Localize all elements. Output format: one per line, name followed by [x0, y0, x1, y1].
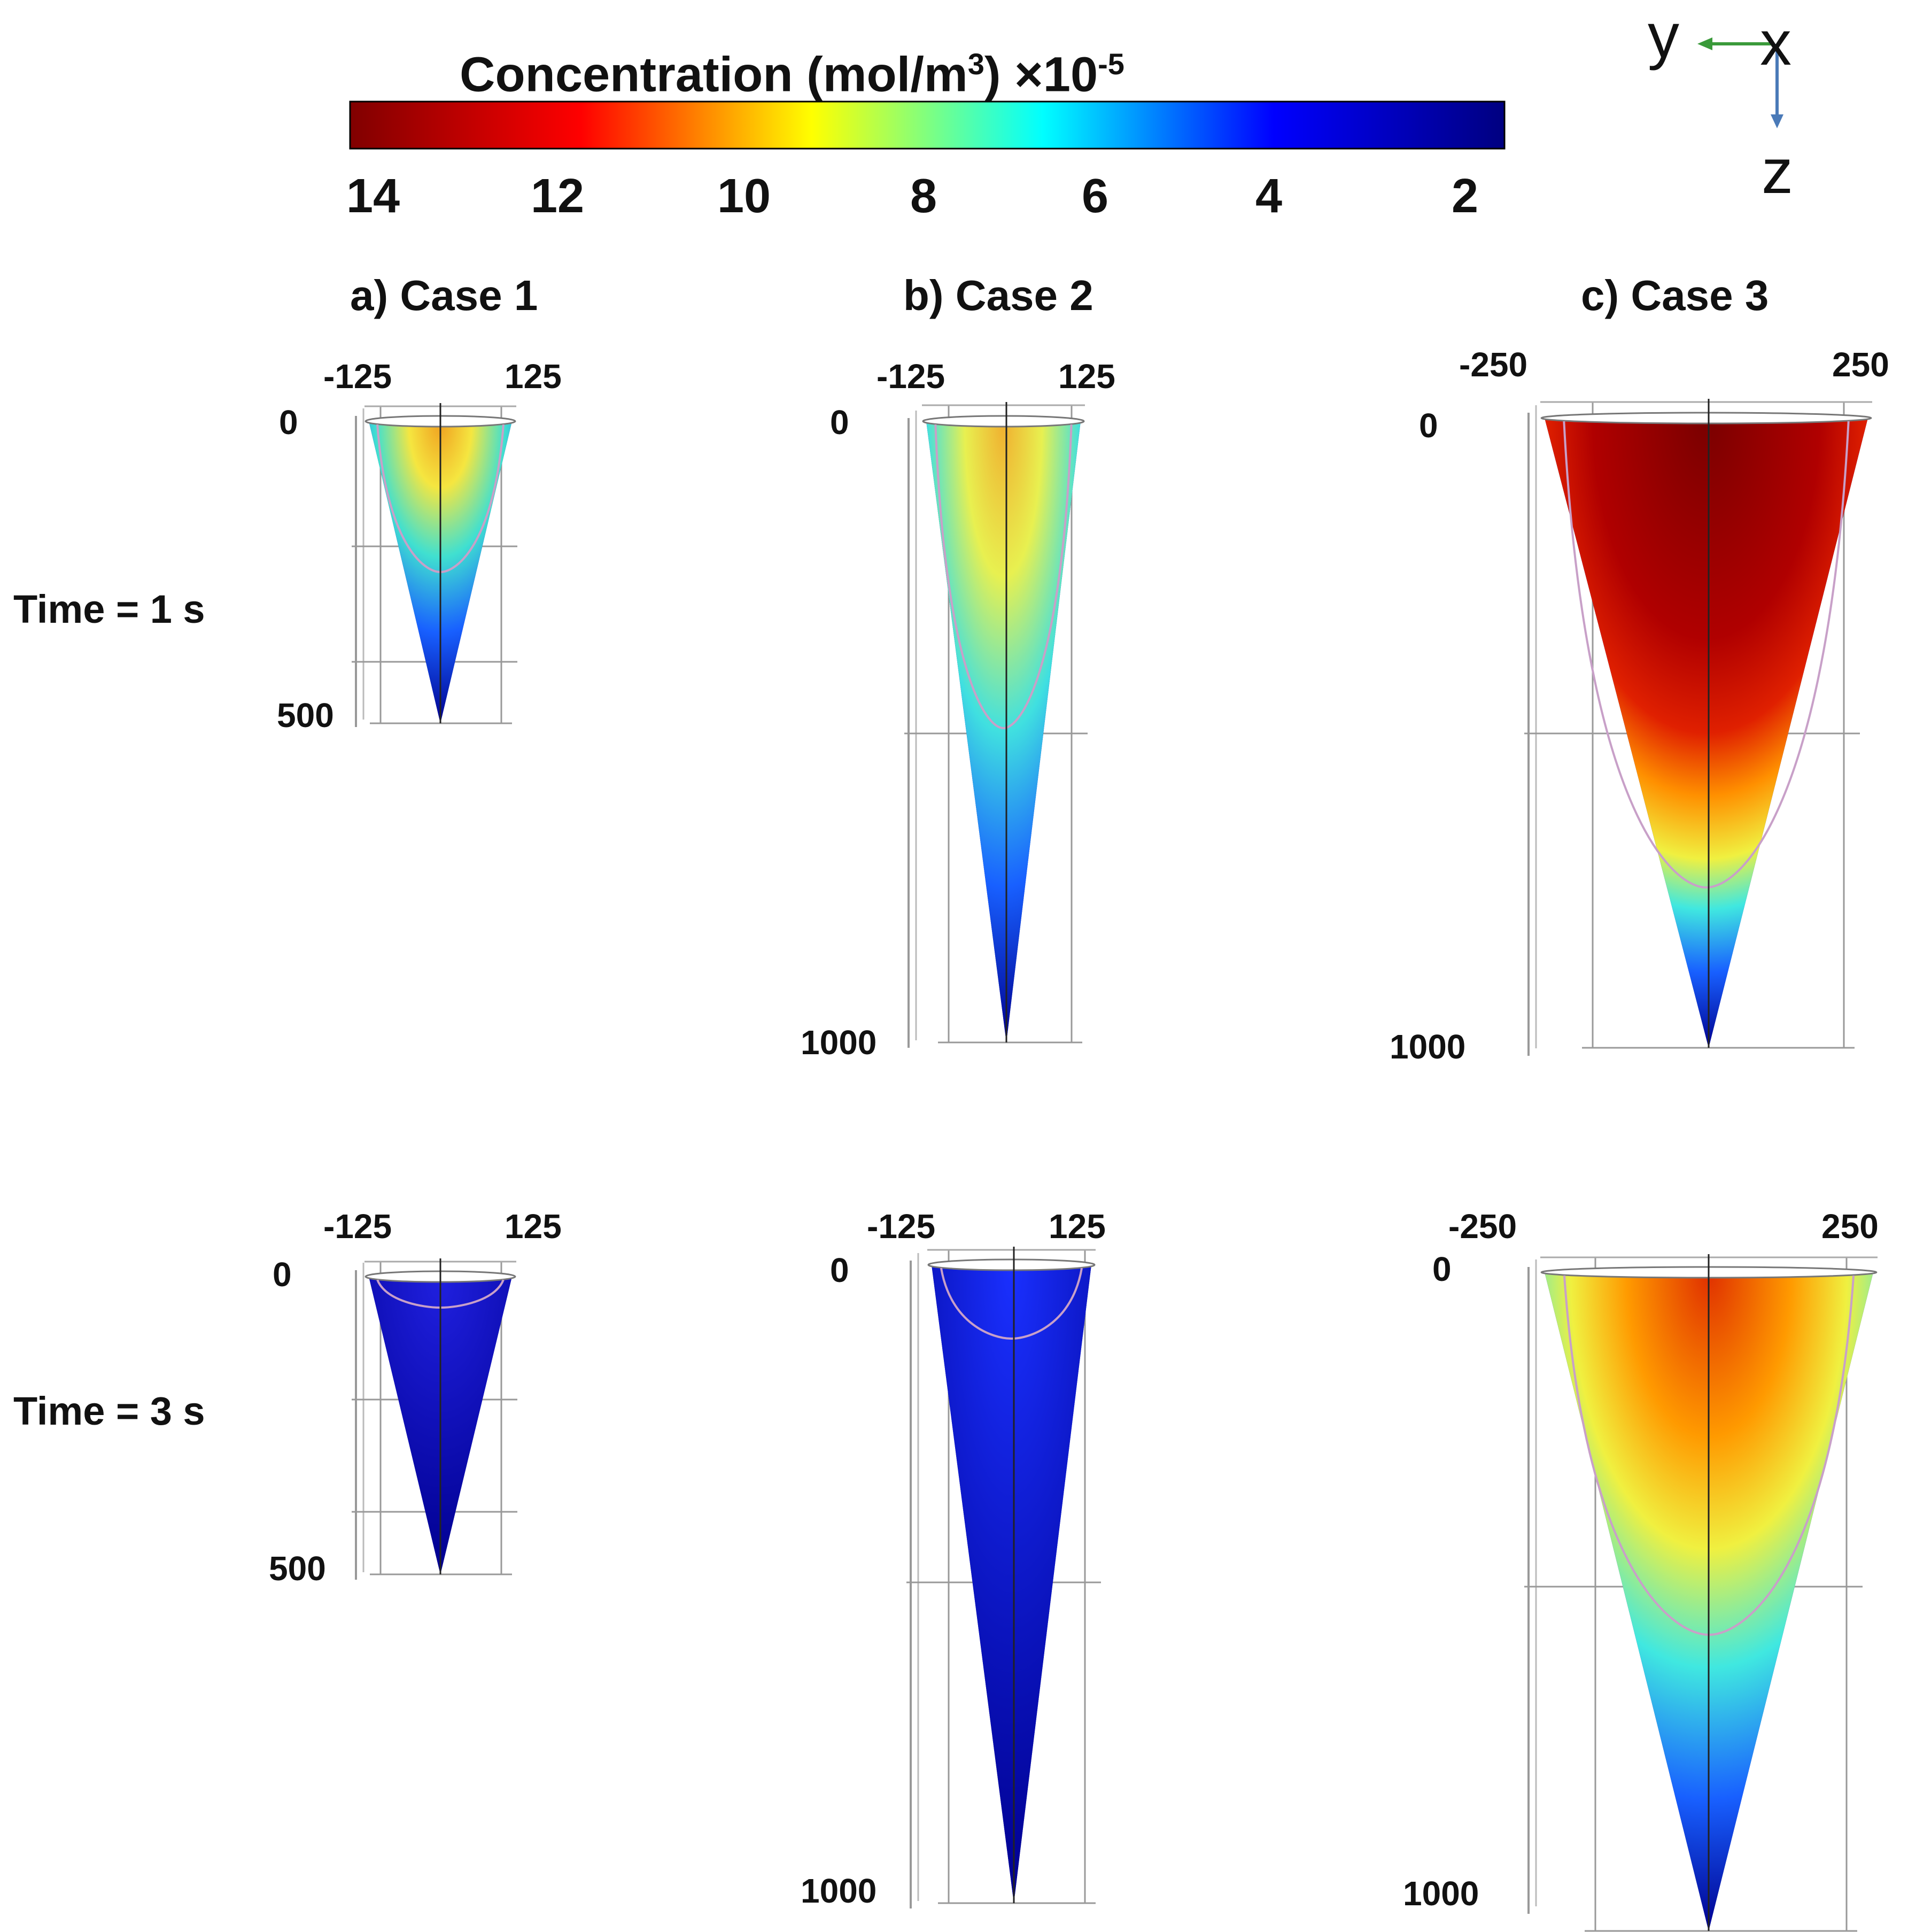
cone-panel: [352, 1258, 517, 1580]
z-top-label: 0: [830, 403, 849, 442]
iso-contour: [940, 1268, 1083, 1340]
cone-panel: [906, 1247, 1101, 1908]
y-max-label: 125: [505, 357, 562, 396]
cone-panel: [352, 403, 517, 727]
z-top-label: 0: [1419, 406, 1438, 445]
triad-y-label: y: [1648, 1, 1679, 71]
y-min-label: -250: [1459, 345, 1528, 384]
column-title-case-3: c) Case 3: [1581, 272, 1769, 319]
y-max-label: 125: [1058, 357, 1115, 396]
axis-triad: [1697, 37, 1783, 128]
y-min-label: -125: [867, 1207, 936, 1246]
triad-z-label: z: [1762, 136, 1793, 207]
column-title-case-2: b) Case 2: [903, 272, 1093, 319]
colorbar: [349, 101, 1506, 150]
colorbar-unit-superscript: 3: [967, 47, 984, 81]
y-min-label: -250: [1448, 1207, 1517, 1246]
z-bottom-label: 1000: [1390, 1027, 1466, 1066]
colorbar-multiplier: ×10: [1000, 47, 1098, 102]
z-top-label: 0: [279, 403, 298, 442]
colorbar-gradient: [349, 101, 1506, 150]
colorbar-title-text: Concentration (mol/m: [460, 47, 968, 102]
colorbar-tick-label: 6: [1082, 169, 1109, 223]
z-top-label: 0: [830, 1251, 849, 1289]
cone-rim: [1540, 412, 1872, 424]
y-min-label: -125: [877, 357, 945, 396]
y-max-label: 125: [1049, 1207, 1106, 1246]
y-max-label: 125: [505, 1207, 562, 1246]
cone-rim: [922, 415, 1085, 428]
column-title-case-1: a) Case 1: [350, 272, 538, 319]
iso-contour: [934, 424, 1073, 730]
y-max-label: 250: [1821, 1207, 1879, 1246]
colorbar-tick-label: 10: [717, 169, 771, 223]
z-top-label: 0: [1432, 1250, 1452, 1288]
iso-contour: [1563, 421, 1850, 889]
concentration-field: [926, 421, 1081, 1042]
z-bottom-label: 1000: [1403, 1874, 1479, 1913]
y-min-label: -125: [323, 1207, 392, 1246]
y-axis-arrowhead: [1697, 37, 1712, 50]
colorbar-tick-label: 14: [346, 169, 400, 223]
z-axis-arrowhead: [1771, 114, 1783, 128]
colorbar-tick-label: 12: [531, 169, 585, 223]
row-label-time-3s: Time = 3 s: [13, 1389, 205, 1433]
z-top-label: 0: [273, 1255, 292, 1294]
row-label-time-1s: Time = 1 s: [13, 587, 205, 631]
z-bottom-label: 1000: [801, 1023, 877, 1062]
colorbar-title: Concentration (mol/m3) ×10-5: [460, 49, 1124, 99]
y-min-label: -125: [323, 357, 392, 396]
concentration-field: [1545, 418, 1868, 1048]
colorbar-close-paren: ): [984, 47, 1001, 102]
colorbar-multiplier-exponent: -5: [1098, 47, 1124, 81]
cone-panel: [1524, 1254, 1878, 1932]
cone-panel: [1524, 399, 1872, 1056]
cone-rim: [927, 1258, 1096, 1271]
concentration-field: [932, 1265, 1091, 1903]
z-bottom-label: 500: [269, 1549, 326, 1588]
triad-x-label: x: [1760, 8, 1791, 79]
colorbar-tick-label: 4: [1255, 169, 1283, 223]
colorbar-tick-label: 2: [1452, 169, 1479, 223]
z-bottom-label: 500: [277, 696, 334, 735]
z-bottom-label: 1000: [801, 1872, 877, 1910]
cone-panel: [904, 402, 1088, 1048]
colorbar-tick-label: 8: [910, 169, 937, 223]
y-max-label: 250: [1832, 345, 1889, 384]
